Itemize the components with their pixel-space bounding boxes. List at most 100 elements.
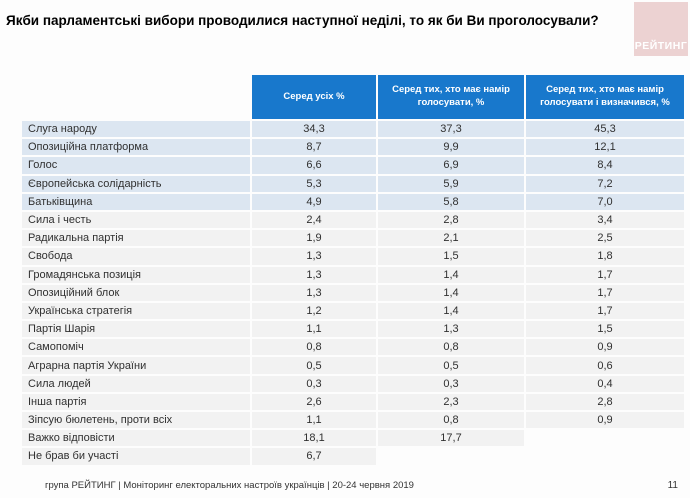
- value-intend: 1,5: [378, 248, 524, 265]
- party-label: Свобода: [22, 248, 250, 265]
- value-all: 6,7: [252, 448, 376, 465]
- value-decided: 2,5: [526, 230, 684, 247]
- table-row: Радикальна партія 1,9 2,1 2,5: [22, 230, 684, 247]
- table-row: Аграрна партія України 0,5 0,5 0,6: [22, 357, 684, 374]
- value-decided: 12,1: [526, 139, 684, 156]
- table-row: Європейська солідарність 5,3 5,9 7,2: [22, 175, 684, 192]
- value-intend: 1,3: [378, 321, 524, 338]
- value-all: 8,7: [252, 139, 376, 156]
- value-decided: 1,5: [526, 321, 684, 338]
- value-intend: 0,3: [378, 375, 524, 392]
- value-decided: 8,4: [526, 157, 684, 174]
- value-intend: 5,9: [378, 175, 524, 192]
- table-row: Слуга народу 34,3 37,3 45,3: [22, 121, 684, 138]
- party-label: Важко відповісти: [22, 430, 250, 447]
- slide-title: Якби парламентські вибори проводилися на…: [6, 13, 599, 28]
- value-intend: 0,8: [378, 412, 524, 429]
- value-decided: 0,4: [526, 375, 684, 392]
- value-decided: 1,7: [526, 284, 684, 301]
- party-label: Сила і честь: [22, 211, 250, 229]
- value-intend: 0,5: [378, 357, 524, 374]
- value-decided: 0,9: [526, 339, 684, 356]
- value-intend: 2,8: [378, 211, 524, 229]
- table-row: Батьківщина 4,9 5,8 7,0: [22, 193, 684, 210]
- value-intend-empty: [378, 448, 524, 464]
- value-all: 6,6: [252, 157, 376, 174]
- col-header-intend-to-vote: Серед тих, хто має намір голосувати, %: [378, 75, 524, 119]
- value-all: 18,1: [252, 430, 376, 447]
- value-decided: 1,7: [526, 302, 684, 320]
- party-label: Сила людей: [22, 375, 250, 392]
- value-intend: 5,8: [378, 193, 524, 210]
- party-label: Опозиційний блок: [22, 284, 250, 301]
- party-label: Європейська солідарність: [22, 175, 250, 192]
- party-label: Не брав би участі: [22, 448, 250, 465]
- value-decided: 1,7: [526, 266, 684, 283]
- value-intend: 6,9: [378, 157, 524, 174]
- value-intend: 1,4: [378, 266, 524, 283]
- value-all: 4,9: [252, 193, 376, 210]
- party-label: Зіпсую бюлетень, проти всіх: [22, 412, 250, 429]
- table-row: Свобода 1,3 1,5 1,8: [22, 248, 684, 265]
- party-label: Українська стратегія: [22, 302, 250, 320]
- value-intend: 9,9: [378, 139, 524, 156]
- value-intend: 1,4: [378, 284, 524, 301]
- table-row: Не брав би участі 6,7: [22, 448, 684, 465]
- party-label: Голос: [22, 157, 250, 174]
- col-header-among-all: Серед усіх %: [252, 75, 376, 119]
- value-all: 0,8: [252, 339, 376, 356]
- header-corner-cell: [22, 75, 250, 119]
- source-footer: група РЕЙТИНГ | Моніторинг електоральних…: [45, 480, 414, 491]
- table-header-row: Серед усіх % Серед тих, хто має намір го…: [22, 75, 684, 119]
- party-label: Партія Шарія: [22, 321, 250, 338]
- party-label: Батьківщина: [22, 193, 250, 210]
- value-all: 1,3: [252, 248, 376, 265]
- value-all: 1,1: [252, 412, 376, 429]
- party-label: Громадянська позиція: [22, 266, 250, 283]
- party-label: Слуга народу: [22, 121, 250, 138]
- value-intend: 0,8: [378, 339, 524, 356]
- table-row: Опозиційна платформа 8,7 9,9 12,1: [22, 139, 684, 156]
- value-all: 1,1: [252, 321, 376, 338]
- table-row: Сила людей 0,3 0,3 0,4: [22, 375, 684, 392]
- value-intend: 1,4: [378, 302, 524, 320]
- table-row: Самопоміч 0,8 0,8 0,9: [22, 339, 684, 356]
- value-decided-empty: [526, 448, 684, 464]
- value-all: 1,3: [252, 284, 376, 301]
- value-intend: 2,1: [378, 230, 524, 247]
- value-intend: 2,3: [378, 393, 524, 410]
- party-label: Опозиційна платформа: [22, 139, 250, 156]
- table-row: Важко відповісти 18,1 17,7: [22, 430, 684, 447]
- value-all: 1,2: [252, 302, 376, 320]
- value-decided: 7,0: [526, 193, 684, 210]
- page-number: 11: [667, 480, 678, 491]
- party-label: Самопоміч: [22, 339, 250, 356]
- value-intend: 37,3: [378, 121, 524, 138]
- value-decided: 45,3: [526, 121, 684, 138]
- rating-group-logo: РЕЙТИНГ: [634, 2, 688, 56]
- value-all: 2,6: [252, 393, 376, 410]
- party-label: Радикальна партія: [22, 230, 250, 247]
- table-row: Опозиційний блок 1,3 1,4 1,7: [22, 284, 684, 301]
- value-all: 2,4: [252, 211, 376, 229]
- value-all: 0,3: [252, 375, 376, 392]
- value-all: 34,3: [252, 121, 376, 138]
- table-row: Сила і честь 2,4 2,8 3,4: [22, 211, 684, 229]
- value-all: 5,3: [252, 175, 376, 192]
- value-decided: 3,4: [526, 211, 684, 229]
- value-decided-empty: [526, 430, 684, 446]
- value-all: 1,3: [252, 266, 376, 283]
- value-all: 1,9: [252, 230, 376, 247]
- poll-results-table: Серед усіх % Серед тих, хто має намір го…: [20, 73, 686, 467]
- col-header-intend-and-decided: Серед тих, хто має намір голосувати і ви…: [526, 75, 684, 119]
- value-all: 0,5: [252, 357, 376, 374]
- value-decided: 7,2: [526, 175, 684, 192]
- value-decided: 0,9: [526, 412, 684, 429]
- value-intend: 17,7: [378, 430, 524, 447]
- party-label: Інша партія: [22, 393, 250, 410]
- table-row: Інша партія 2,6 2,3 2,8: [22, 393, 684, 410]
- value-decided: 0,6: [526, 357, 684, 374]
- table-row: Партія Шарія 1,1 1,3 1,5: [22, 321, 684, 338]
- table-row: Зіпсую бюлетень, проти всіх 1,1 0,8 0,9: [22, 412, 684, 429]
- table-row: Голос 6,6 6,9 8,4: [22, 157, 684, 174]
